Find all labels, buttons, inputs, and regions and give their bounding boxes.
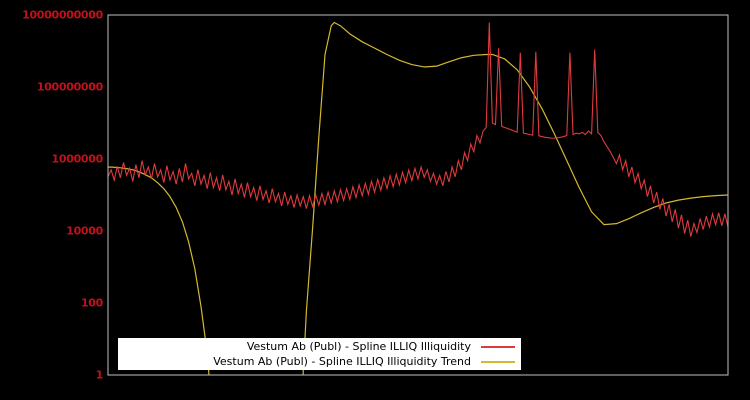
y-axis-tick-label: 100000000 <box>36 80 103 94</box>
y-axis-tick-label: 1 <box>95 368 104 382</box>
y-axis-tick-label: 1000000 <box>51 152 104 166</box>
y-axis-tick-label: 100 <box>80 296 103 310</box>
legend-entry[interactable]: Vestum Ab (Publ) - Spline ILLIQ Illiquid… <box>118 354 521 369</box>
series-line-trend <box>108 21 728 375</box>
chart-legend: Vestum Ab (Publ) - Spline ILLIQ Illiquid… <box>118 338 521 370</box>
series-line-illiquidity <box>108 22 728 237</box>
plot-background <box>108 15 728 375</box>
y-axis-tick-label: 10000000000 <box>22 8 103 22</box>
y-axis-tick-labels: 1 100 10000 1000000 100000000 10000000000 <box>0 0 103 400</box>
legend-entry-label: Vestum Ab (Publ) - Spline ILLIQ Illiquid… <box>213 355 471 368</box>
legend-entry-label: Vestum Ab (Publ) - Spline ILLIQ Illiquid… <box>246 340 471 353</box>
legend-entry[interactable]: Vestum Ab (Publ) - Spline ILLIQ Illiquid… <box>118 339 521 354</box>
legend-swatch-illiquidity <box>481 345 515 348</box>
y-axis-tick-label: 10000 <box>66 224 103 238</box>
axes-frame <box>107 14 729 376</box>
legend-swatch-trend <box>481 360 515 363</box>
